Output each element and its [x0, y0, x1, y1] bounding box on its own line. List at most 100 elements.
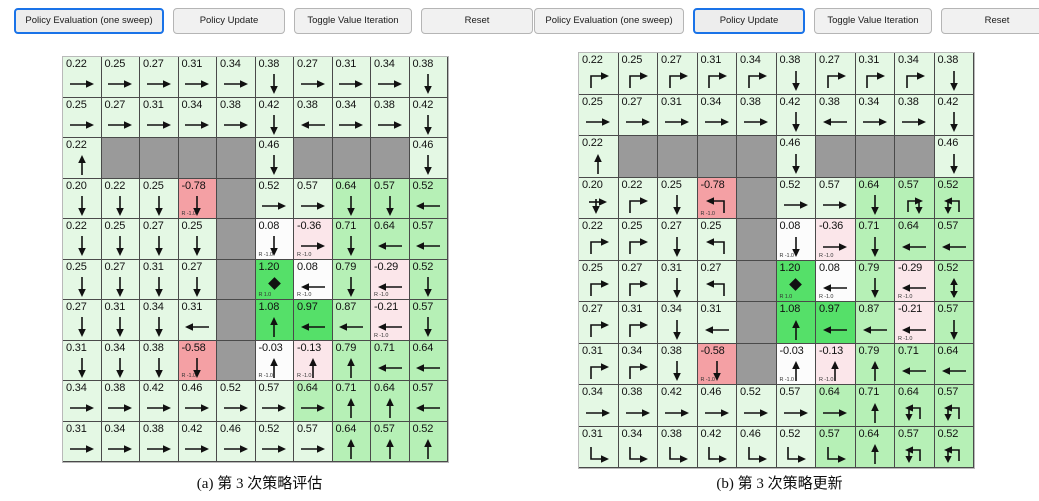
grid-cell[interactable]: 0.57 — [409, 219, 448, 260]
grid-cell[interactable]: -0.78 R -1.0 — [178, 178, 217, 219]
grid-cell[interactable]: 0.27 — [618, 94, 658, 136]
grid-cell[interactable]: 0.38 — [140, 421, 179, 462]
grid-cell[interactable]: 0.25 — [140, 178, 179, 219]
grid-cell[interactable]: 0.42 — [697, 426, 737, 468]
grid-cell[interactable]: 0.34 — [737, 53, 777, 95]
grid-cell[interactable]: 0.52 — [776, 177, 816, 219]
grid-cell[interactable]: 0.71 — [895, 343, 935, 385]
grid-cell[interactable]: -0.58 R -1.0 — [178, 340, 217, 381]
grid-cell[interactable]: 0.31 — [140, 97, 179, 138]
grid-cell[interactable]: 0.25 — [101, 219, 140, 260]
grid-cell[interactable]: 0.64 — [332, 421, 371, 462]
grid-cell[interactable]: 0.64 — [371, 219, 410, 260]
grid-cell[interactable]: -0.29 R -1.0 — [895, 260, 935, 302]
grid-cell[interactable]: 0.27 — [101, 259, 140, 300]
grid-cell[interactable]: 0.34 — [217, 57, 256, 98]
grid-cell[interactable]: 0.42 — [409, 97, 448, 138]
grid-cell[interactable]: 0.34 — [63, 381, 102, 422]
grid-cell[interactable]: -0.21 R -1.0 — [895, 302, 935, 344]
grid-cell[interactable]: 0.38 — [217, 97, 256, 138]
grid-cell[interactable]: 0.31 — [697, 302, 737, 344]
grid-cell[interactable]: 0.46 — [697, 385, 737, 427]
grid-cell[interactable]: 0.31 — [697, 53, 737, 95]
grid-cell[interactable]: 0.71 — [332, 381, 371, 422]
grid-cell[interactable]: 0.27 — [63, 300, 102, 341]
grid-cell[interactable]: 0.25 — [579, 260, 619, 302]
grid-cell[interactable]: 0.27 — [140, 57, 179, 98]
grid-cell[interactable]: 0.27 — [579, 302, 619, 344]
grid-cell[interactable]: 0.52 — [409, 259, 448, 300]
grid-cell[interactable]: 0.57 — [776, 385, 816, 427]
grid-cell[interactable]: 0.87 — [855, 302, 895, 344]
policy-update-button[interactable]: Policy Update — [693, 8, 805, 34]
grid-cell[interactable]: 0.71 — [855, 219, 895, 261]
grid-cell[interactable]: 0.27 — [658, 53, 698, 95]
grid-cell[interactable]: 0.34 — [618, 426, 658, 468]
grid-cell[interactable]: 0.57 — [895, 426, 935, 468]
grid-cell[interactable]: 0.27 — [294, 57, 333, 98]
toggle-value-iteration-button[interactable]: Toggle Value Iteration — [294, 8, 412, 34]
grid-cell[interactable]: 0.31 — [63, 421, 102, 462]
grid-cell[interactable]: 0.64 — [816, 385, 856, 427]
grid-cell[interactable]: 0.25 — [658, 177, 698, 219]
grid-cell[interactable]: 0.52 — [409, 421, 448, 462]
grid-cell[interactable]: 0.08 R -1.0 — [294, 259, 333, 300]
grid-cell[interactable]: 0.38 — [618, 385, 658, 427]
grid-cell[interactable]: -0.03 R -1.0 — [776, 343, 816, 385]
grid-cell[interactable]: 0.34 — [371, 57, 410, 98]
grid-cell[interactable]: 0.31 — [178, 57, 217, 98]
grid-cell[interactable]: 0.64 — [895, 385, 935, 427]
grid-cell[interactable]: 0.34 — [895, 53, 935, 95]
grid-cell[interactable]: 0.64 — [294, 381, 333, 422]
grid-cell[interactable]: 0.38 — [140, 340, 179, 381]
grid-cell[interactable]: 0.38 — [816, 94, 856, 136]
grid-cell[interactable]: 0.27 — [618, 260, 658, 302]
grid-cell[interactable]: 0.79 — [855, 343, 895, 385]
grid-cell[interactable]: 0.22 — [63, 57, 102, 98]
grid-cell[interactable]: 0.42 — [255, 97, 294, 138]
grid-cell[interactable]: 0.34 — [579, 385, 619, 427]
grid-cell[interactable]: 0.08 R -1.0 — [255, 219, 294, 260]
policy-evaluation-button[interactable]: Policy Evaluation (one sweep) — [534, 8, 684, 34]
grid-cell[interactable]: -0.13 R -1.0 — [816, 343, 856, 385]
grid-cell[interactable]: 0.57 — [255, 381, 294, 422]
grid-cell[interactable]: 0.31 — [101, 300, 140, 341]
grid-cell[interactable]: 0.52 — [409, 178, 448, 219]
grid-cell[interactable]: 0.34 — [855, 94, 895, 136]
grid-cell[interactable]: 0.57 — [934, 302, 974, 344]
grid-cell[interactable]: 0.71 — [332, 219, 371, 260]
grid-cell[interactable]: 0.71 — [855, 385, 895, 427]
grid-cell[interactable]: 0.25 — [697, 219, 737, 261]
grid-cell[interactable]: 0.31 — [178, 300, 217, 341]
grid-cell[interactable]: 0.64 — [332, 178, 371, 219]
grid-cell[interactable]: 0.38 — [255, 57, 294, 98]
grid-cell[interactable]: 0.27 — [697, 260, 737, 302]
grid-cell[interactable]: -0.21 R -1.0 — [371, 300, 410, 341]
grid-cell[interactable]: 1.20 R 1.0 — [776, 260, 816, 302]
grid-cell[interactable]: 0.46 — [934, 136, 974, 178]
grid-cell[interactable]: 0.38 — [371, 97, 410, 138]
grid-cell[interactable]: 0.57 — [409, 381, 448, 422]
grid-cell[interactable]: 0.42 — [776, 94, 816, 136]
grid-cell[interactable]: 0.38 — [934, 53, 974, 95]
grid-cell[interactable]: 0.64 — [895, 219, 935, 261]
grid-cell[interactable]: 0.57 — [294, 178, 333, 219]
grid-cell[interactable]: 0.57 — [409, 300, 448, 341]
grid-cell[interactable]: 0.31 — [855, 53, 895, 95]
grid-cell[interactable]: 0.97 — [816, 302, 856, 344]
grid-cell[interactable]: 0.52 — [255, 421, 294, 462]
grid-cell[interactable]: 0.08 R -1.0 — [776, 219, 816, 261]
grid-cell[interactable]: 0.52 — [934, 426, 974, 468]
grid-cell[interactable]: 0.52 — [217, 381, 256, 422]
grid-cell[interactable]: 0.20 — [63, 178, 102, 219]
grid-cell[interactable]: -0.36 R -1.0 — [294, 219, 333, 260]
grid-cell[interactable]: -0.78 R -1.0 — [697, 177, 737, 219]
grid-cell[interactable]: 0.57 — [816, 426, 856, 468]
grid-cell[interactable]: 0.64 — [371, 381, 410, 422]
grid-cell[interactable]: 0.46 — [737, 426, 777, 468]
grid-cell[interactable]: 0.38 — [895, 94, 935, 136]
toggle-value-iteration-button[interactable]: Toggle Value Iteration — [814, 8, 932, 34]
grid-cell[interactable]: 1.08 — [255, 300, 294, 341]
grid-cell[interactable]: 0.25 — [618, 219, 658, 261]
grid-cell[interactable]: 0.57 — [816, 177, 856, 219]
